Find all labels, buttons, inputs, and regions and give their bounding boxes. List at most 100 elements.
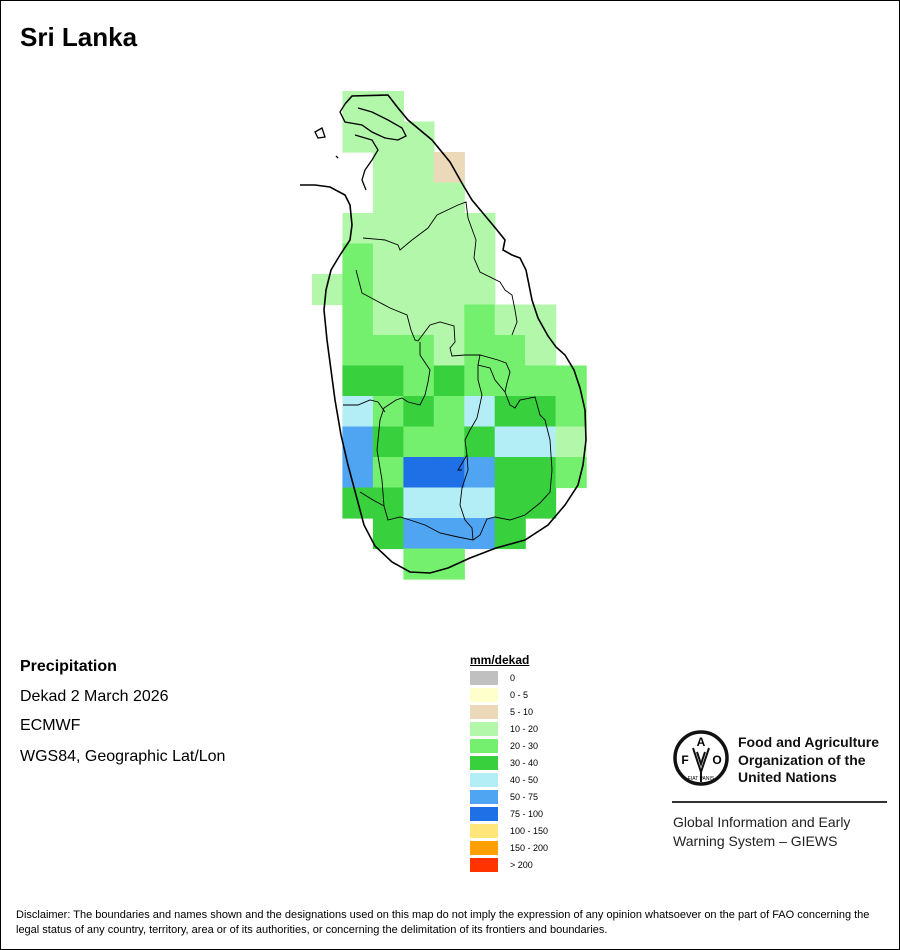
grid-cell: [433, 457, 465, 489]
grid-cell: [464, 304, 496, 336]
legend-item: 5 - 10: [470, 705, 533, 719]
grid-cell: [555, 365, 587, 397]
fao-org-name: Food and Agriculture Organization of the…: [738, 734, 879, 787]
grid-cell: [494, 487, 526, 519]
grid-cell: [494, 396, 526, 428]
grid-cell: [494, 304, 526, 336]
grid-cell: [525, 426, 557, 458]
grid-cell: [464, 396, 496, 428]
grid-cell: [342, 335, 374, 367]
grid-cell: [464, 243, 496, 275]
grid-cell: [525, 365, 557, 397]
giews-line: Warning System – GIEWS: [673, 832, 838, 849]
legend-label: 150 - 200: [510, 843, 549, 853]
map-title: Sri Lanka: [20, 22, 138, 52]
grid-cell: [433, 396, 465, 428]
grid-cell: [372, 152, 404, 184]
legend-item: > 200: [470, 858, 533, 872]
grid-cell: [372, 213, 404, 245]
grid-cell: [525, 304, 557, 336]
legend-label: 75 - 100: [510, 809, 544, 819]
grid-cell: [372, 457, 404, 489]
grid-cell: [403, 487, 435, 519]
legend-item: 0 - 5: [470, 688, 528, 702]
fao-emblem-icon: A F O FIAT PANIS: [673, 730, 729, 786]
grid-cell: [433, 274, 465, 306]
legend-swatch: [470, 824, 498, 838]
legend-swatch: [470, 722, 498, 736]
grid-cell: [403, 457, 435, 489]
svg-text:A: A: [697, 735, 706, 749]
legend-swatch: [470, 773, 498, 787]
grid-cell: [342, 365, 374, 397]
grid-cell: [433, 335, 465, 367]
grid-cell: [372, 243, 404, 275]
grid-cell: [494, 335, 526, 367]
grid-cell: [403, 121, 435, 153]
source-label: ECMWF: [20, 717, 81, 734]
svg-text:FIAT PANIS: FIAT PANIS: [688, 776, 715, 782]
legend-label: 20 - 30: [510, 741, 539, 751]
legend-item: 75 - 100: [470, 807, 543, 821]
legend-item: 100 - 150: [470, 824, 548, 838]
grid-cell: [464, 365, 496, 397]
legend-label: 5 - 10: [510, 707, 534, 717]
grid-cell: [433, 487, 465, 519]
legend-label: 40 - 50: [510, 775, 539, 785]
grid-cell: [372, 487, 404, 519]
coastline: [300, 94, 587, 574]
legend-item: 50 - 75: [470, 790, 538, 804]
grid-cell: [342, 426, 374, 458]
disclaimer: Disclaimer: The boundaries and names sho…: [16, 909, 870, 936]
grid-cell: [372, 365, 404, 397]
legend-item: 40 - 50: [470, 773, 538, 787]
legend-swatch: [470, 756, 498, 770]
org-name-line: Organization of the: [738, 751, 866, 768]
legend-swatch: [470, 858, 498, 872]
grid-cell: [372, 518, 404, 550]
grid-cell: [372, 274, 404, 306]
legend-swatch: [470, 790, 498, 804]
jaffna-coast: [314, 103, 407, 191]
grid-cell: [555, 396, 587, 428]
grid-cell: [525, 396, 557, 428]
grid-cell: [433, 243, 465, 275]
grid-cell: [433, 304, 465, 336]
grid-cell: [494, 365, 526, 397]
precipitation-map: [300, 91, 587, 580]
grid-cell: [433, 426, 465, 458]
legend-label: 0: [510, 673, 516, 683]
grid-cell: [464, 487, 496, 519]
legend-swatch: [470, 841, 498, 855]
grid-cell: [403, 548, 435, 580]
grid-cell: [433, 213, 465, 245]
grid-cell: [372, 396, 404, 428]
projection-label: WGS84, Geographic Lat/Lon: [20, 748, 226, 765]
grid-cell: [433, 152, 465, 184]
org-name-line: United Nations: [738, 769, 837, 785]
grid-cell: [555, 457, 587, 489]
grid-cell: [494, 457, 526, 489]
legend-label: 100 - 150: [510, 826, 549, 836]
grid-cell: [403, 274, 435, 306]
legend-label: 30 - 40: [510, 758, 539, 768]
province-boundaries: [343, 201, 553, 541]
grid-cell: [403, 243, 435, 275]
grid-cell: [342, 304, 374, 336]
legend-label: 50 - 75: [510, 792, 539, 802]
grid-cell: [312, 274, 344, 306]
legend-item: 10 - 20: [470, 722, 538, 736]
svg-text:O: O: [712, 753, 721, 767]
legend-swatch: [470, 671, 498, 685]
grid-cell: [433, 182, 465, 214]
grid-cell: [464, 518, 496, 550]
legend-label: 0 - 5: [510, 690, 529, 700]
grid-cell: [342, 243, 374, 275]
precipitation-grid: [312, 91, 587, 580]
legend-swatch: [470, 705, 498, 719]
grid-cell: [464, 335, 496, 367]
grid-cell: [403, 182, 435, 214]
grid-cell: [525, 487, 557, 519]
grid-cell: [464, 457, 496, 489]
org-name-line: Food and Agriculture: [738, 734, 880, 750]
